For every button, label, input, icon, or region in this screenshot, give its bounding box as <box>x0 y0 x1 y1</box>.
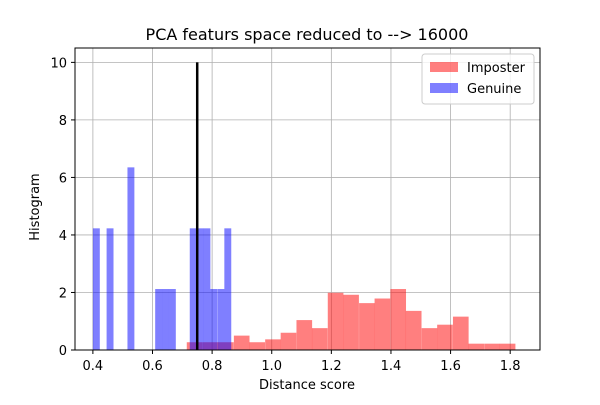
x-tick-label: 1.2 <box>321 359 342 374</box>
genuine-bar <box>127 167 135 350</box>
genuine-bar <box>196 228 204 350</box>
y-axis-ticks: 0 2 4 6 8 10 <box>50 56 75 359</box>
chart-title: PCA featurs space reduced to --> 16000 <box>146 25 469 44</box>
x-tick-label: 1.0 <box>261 359 282 374</box>
imposter-bar <box>390 289 407 350</box>
genuine-bar <box>210 289 218 350</box>
histogram-bars <box>92 167 516 350</box>
imposter-bar <box>327 292 344 350</box>
genuine-bar <box>224 228 232 350</box>
genuine-legend-swatch <box>430 83 458 93</box>
imposter-bar <box>421 328 438 350</box>
imposter-bar <box>296 320 313 350</box>
imposter-bar <box>405 310 422 350</box>
genuine-bar <box>162 289 169 350</box>
y-tick-label: 10 <box>50 56 67 71</box>
imposter-bar <box>437 324 453 350</box>
imposter-bar <box>468 343 485 350</box>
imposter-bar <box>311 328 328 350</box>
genuine-bar <box>168 289 176 350</box>
imposter-bar <box>265 339 281 350</box>
x-tick-label: 0.8 <box>202 359 223 374</box>
genuine-bar <box>155 289 163 350</box>
legend: Imposter Genuine <box>421 53 535 105</box>
genuine-bar <box>106 228 114 350</box>
imposter-bar <box>374 298 391 350</box>
y-axis-label: Histogram <box>28 173 43 240</box>
genuine-bar <box>189 228 197 350</box>
imposter-bar <box>233 335 250 350</box>
imposter-bar <box>484 343 500 350</box>
imposter-bar <box>452 316 469 350</box>
x-tick-label: 1.4 <box>381 359 402 374</box>
imposter-bar <box>499 343 516 350</box>
x-tick-label: 0.4 <box>83 359 104 374</box>
imposter-legend-swatch <box>430 62 458 72</box>
genuine-bar <box>217 289 225 350</box>
imposter-bar <box>359 303 375 350</box>
imposter-bar <box>280 332 297 350</box>
y-tick-label: 8 <box>59 114 67 129</box>
y-tick-label: 0 <box>59 344 67 359</box>
y-tick-label: 4 <box>59 229 67 244</box>
genuine-bar <box>203 228 211 350</box>
x-tick-label: 1.6 <box>440 359 461 374</box>
x-tick-label: 1.8 <box>500 359 521 374</box>
y-tick-label: 2 <box>59 286 67 301</box>
x-axis-ticks: 0.4 0.6 0.8 1.0 1.2 1.4 1.6 1.8 <box>83 350 521 374</box>
imposter-bar <box>249 342 266 350</box>
x-tick-label: 0.6 <box>142 359 163 374</box>
y-tick-label: 6 <box>59 171 67 186</box>
plot-frame <box>74 47 541 351</box>
x-axis-label: Distance score <box>259 378 355 393</box>
imposter-legend-label: Imposter <box>467 61 526 76</box>
genuine-legend-label: Genuine <box>467 82 521 97</box>
genuine-bar <box>92 228 100 350</box>
imposter-bar <box>343 294 359 350</box>
